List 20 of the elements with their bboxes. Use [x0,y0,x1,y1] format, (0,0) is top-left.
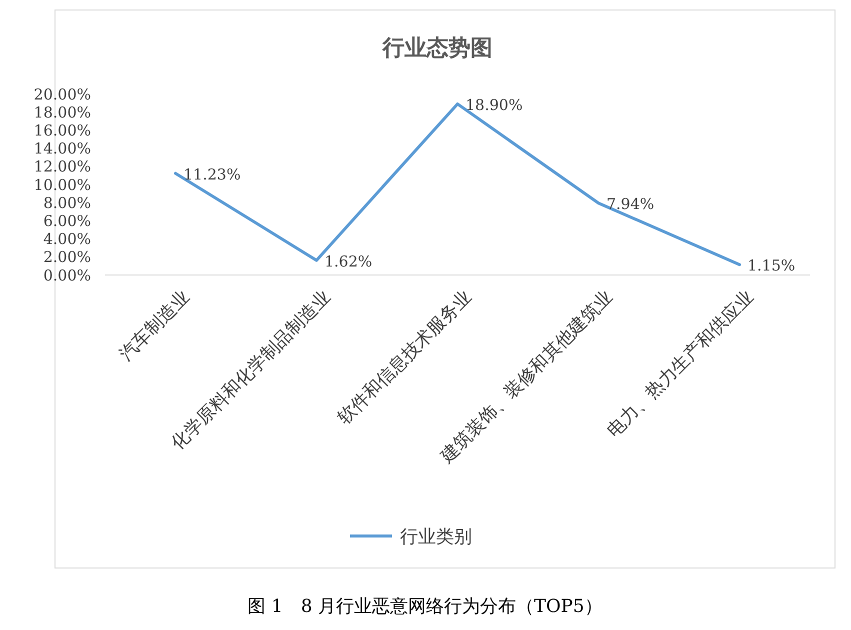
y-tick-label: 20.00% [34,85,91,104]
data-label: 11.23% [184,165,241,184]
legend-label: 行业类别 [400,526,472,548]
caption: 图 1 8 月行业恶意网络行为分布（TOP5） [248,596,602,617]
y-tick-label: 18.00% [34,103,91,122]
y-tick-label: 6.00% [43,212,91,230]
y-tick-label: 2.00% [43,248,91,266]
y-tick-label: 10.00% [34,176,91,194]
data-label: 18.90% [466,96,523,114]
y-tick-label: 12.00% [34,158,91,176]
y-tick-label: 0.00% [43,266,91,284]
x-tick-label: 汽车制造业 [115,286,194,366]
y-tick-label: 16.00% [34,121,91,140]
y-tick-label: 4.00% [43,230,91,248]
y-tick-label: 14.00% [34,140,91,158]
data-label: 1.15% [748,256,796,275]
data-label: 7.94% [606,195,654,214]
chart-title: 行业态势图 [382,35,492,61]
data-label: 1.62% [324,252,372,270]
y-tick-label: 8.00% [43,194,91,212]
